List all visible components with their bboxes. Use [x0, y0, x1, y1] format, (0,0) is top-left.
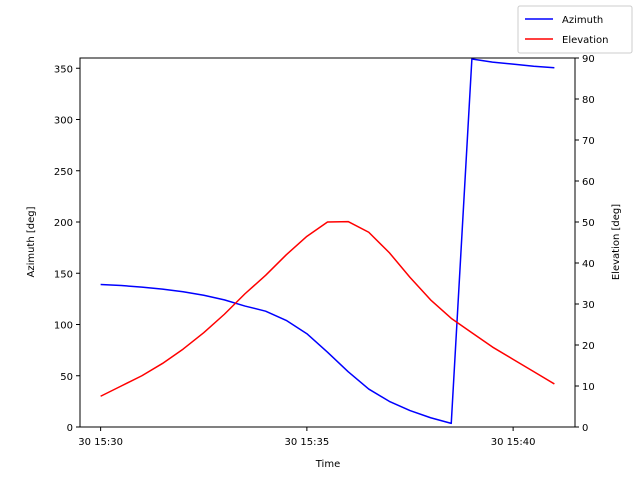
x-tick-label: 30 15:30: [78, 437, 123, 448]
y-right-tick-label: 30: [582, 300, 595, 311]
y-right-tick-label: 10: [582, 382, 595, 393]
y-left-tick-label: 300: [54, 116, 73, 127]
y-left-tick-label: 100: [54, 321, 73, 332]
plot-frame: [79, 57, 576, 428]
y-right-tick-label: 80: [582, 95, 595, 106]
plot-lines: [100, 58, 555, 425]
x-tick-label: 30 15:35: [285, 437, 330, 448]
y-axis-left-label: Azimuth [deg]: [26, 206, 37, 277]
y-left-tick-label: 200: [54, 218, 73, 229]
y-left-tick-label: 50: [60, 372, 73, 383]
y-right-tick-label: 40: [582, 259, 595, 270]
y-left-tick-label: 350: [54, 64, 73, 75]
y-axis-right-label: Elevation [deg]: [611, 204, 622, 280]
x-axis: 30 15:30 30 15:35 30 15:40: [78, 427, 535, 448]
series-line-elevation: [100, 220, 555, 397]
legend-box: [517, 5, 633, 54]
legend: Azimuth Elevation: [517, 5, 633, 54]
y-axis-right: 0 10 20 30 40 50 60 70 80 90: [575, 54, 595, 434]
x-axis-label: Time: [315, 459, 340, 470]
legend-label-azimuth: Azimuth: [562, 15, 603, 26]
x-tick-label: 30 15:40: [491, 437, 536, 448]
y-right-tick-label: 50: [582, 218, 595, 229]
series-line-azimuth: [100, 58, 555, 425]
legend-label-elevation: Elevation: [562, 35, 608, 46]
y-right-tick-label: 70: [582, 136, 595, 147]
y-left-tick-label: 150: [54, 269, 73, 280]
y-right-tick-label: 20: [582, 341, 595, 352]
y-right-tick-label: 60: [582, 177, 595, 188]
y-left-tick-label: 250: [54, 167, 73, 178]
y-right-tick-label: 90: [582, 54, 595, 65]
y-right-tick-label: 0: [582, 423, 588, 434]
y-left-tick-label: 0: [67, 423, 73, 434]
y-axis-left: 0 50 100 150 200 250 300 350: [54, 64, 80, 434]
